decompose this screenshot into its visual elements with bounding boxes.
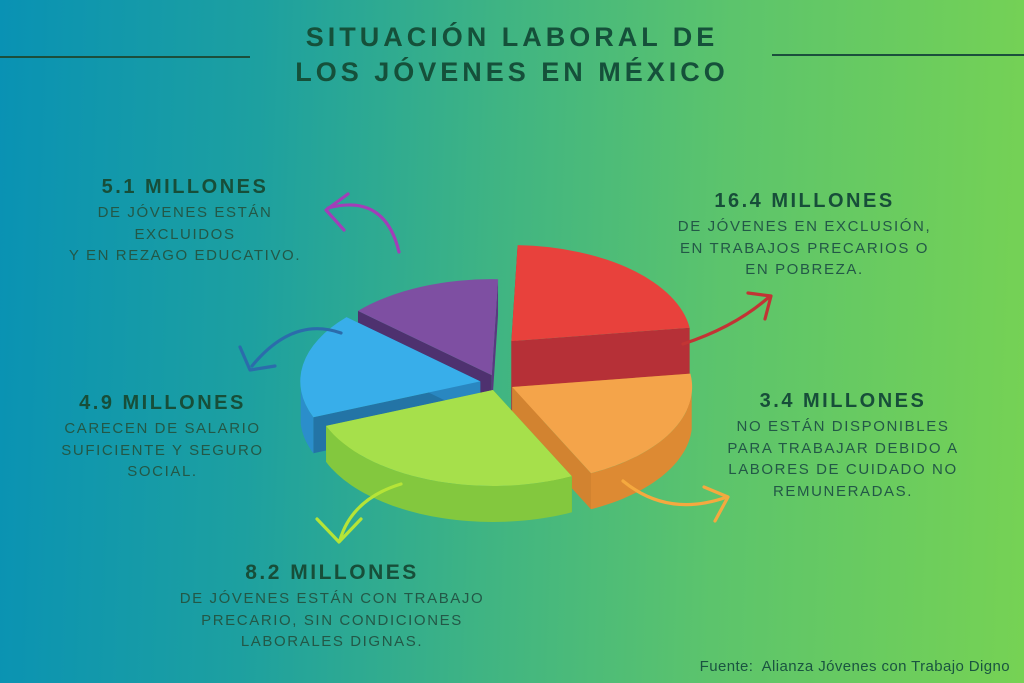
arrow-salario-icon [238, 327, 343, 372]
callout-exclusion-value: 16.4 MILLONES [714, 190, 895, 212]
pie-slice-top-salario [300, 317, 481, 418]
pie-slice-top-precario [326, 389, 572, 486]
pie-slice-wall-cuidados [512, 387, 592, 510]
pie-slice-top-cuidados [512, 373, 693, 474]
pie-slice-wall-exclusion [511, 327, 690, 417]
page-title-line2: LOS JÓVENES EN MÉXICO [295, 57, 729, 87]
pie-slice-wall-salario [313, 381, 481, 454]
pie-slice-wall-rezago [357, 310, 492, 412]
pie-slice-wall-salario [346, 317, 481, 418]
callout-rezago: 5.1 MILLONES DE JÓVENES ESTÁN EXCLUIDOS Y … [35, 176, 335, 267]
callout-precario-text: DE JÓVENES ESTÁN CON TRABAJO PRECARIO, SI… [179, 590, 485, 650]
callout-exclusion-text: DE JÓVENES EN EXCLUSIÓN, EN TRABAJOS PREC… [677, 218, 932, 278]
callout-rezago-value: 5.1 MILLONES [101, 176, 269, 198]
header-rule-left [0, 56, 250, 58]
callout-rezago-text: DE JÓVENES ESTÁN EXCLUIDOS Y EN REZAGO EDU… [68, 204, 302, 264]
arrow-rezago-icon [324, 192, 401, 254]
pie-slice-wall-exclusion [511, 245, 518, 417]
callout-salario-text: CARECEN DE SALARIO SUFICIENTE Y SEGURO SOC… [61, 420, 264, 480]
pie-slice-top-rezago [357, 279, 499, 376]
callout-exclusion: 16.4 MILLONES DE JÓVENES EN EXCLUSIÓN, EN… [652, 190, 957, 281]
source-credit: Fuente: Alianza Jóvenes con Trabajo Dign… [699, 658, 1010, 675]
page-title-line1: SITUACIÓN LABORAL DE [305, 22, 719, 52]
callout-cuidados-value: 3.4 MILLONES [759, 390, 927, 412]
callout-cuidados-text: NO ESTÁN DISPONIBLES PARA TRABAJAR DEBIDO… [727, 418, 959, 500]
pie-slice-rim-precario [326, 425, 572, 522]
arrow-precario-icon [315, 482, 403, 544]
arrow-exclusion-icon [681, 291, 773, 346]
callout-precario-value: 8.2 MILLONES [245, 561, 419, 584]
pie-slice-rim-cuidados [591, 393, 692, 510]
header-rule-right [772, 54, 1024, 56]
pie-slice-wall-cuidados [512, 373, 691, 424]
pie-slice-wall-precario [326, 389, 493, 462]
pie-slice-wall-rezago [491, 279, 499, 412]
callout-salario: 4.9 MILLONES CARECEN DE SALARIO SUFICIENT… [15, 392, 310, 483]
callout-precario: 8.2 MILLONES DE JÓVENES ESTÁN CON TRABAJ… [158, 561, 506, 653]
page-title: SITUACIÓN LABORAL DE LOS JÓVENES EN MÉXI… [0, 20, 1024, 90]
callout-salario-value: 4.9 MILLONES [79, 392, 246, 414]
pie-slice-wall-precario [492, 389, 572, 513]
callout-cuidados: 3.4 MILLONES NO ESTÁN DISPONIBLES PARA TR… [688, 390, 998, 502]
